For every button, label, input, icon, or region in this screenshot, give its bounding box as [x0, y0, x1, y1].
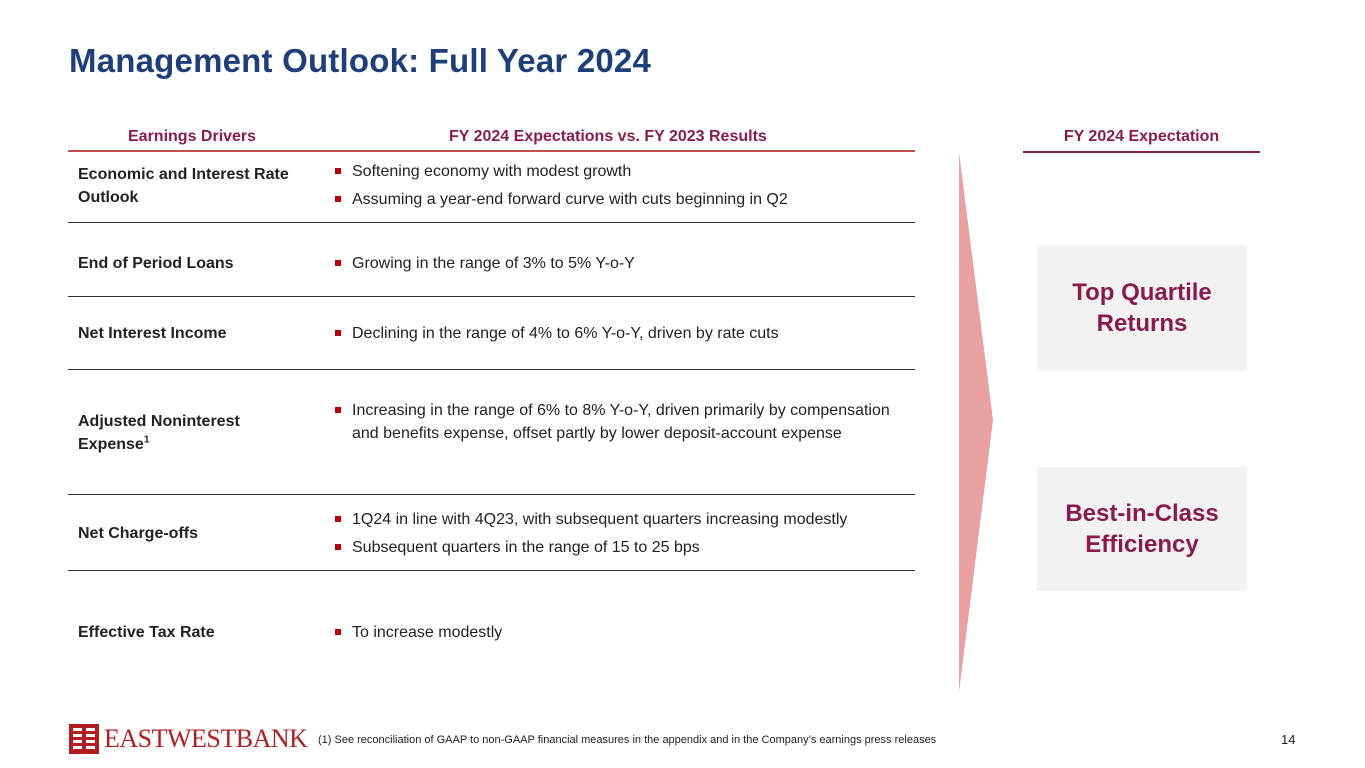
row-divider	[68, 222, 915, 223]
bank-emblem-icon	[69, 724, 99, 754]
row-divider	[68, 494, 915, 495]
footnote: (1) See reconciliation of GAAP to non-GA…	[318, 734, 937, 746]
expectations-header: FY 2024 Expectations vs. FY 2023 Results	[449, 128, 767, 145]
bullet-item: Increasing in the range of 6% to 8% Y-o-…	[334, 399, 894, 445]
chevron-arrow-fill	[959, 152, 993, 692]
bullet-item: To increase modestly	[334, 621, 894, 644]
driver-noninterest-expense: Adjusted Noninterest Expense1	[78, 410, 313, 456]
row-divider	[68, 296, 915, 297]
bullet-item: Assuming a year-end forward curve with c…	[334, 188, 894, 211]
earnings-drivers-header: Earnings Drivers	[128, 128, 257, 145]
driver-economic-outlook: Economic and Interest Rate Outlook	[78, 166, 289, 206]
page-title: Management Outlook: Full Year 2024	[69, 42, 652, 79]
bullets-loans: Growing in the range of 3% to 5% Y-o-Y	[334, 252, 894, 280]
expectation-header-rule	[1023, 151, 1260, 153]
bullet-item: 1Q24 in line with 4Q23, with subsequent …	[334, 508, 894, 531]
bullets-net-charge-offs: 1Q24 in line with 4Q23, with subsequent …	[334, 508, 894, 564]
page-number: 14	[1281, 732, 1296, 747]
bullets-effective-tax-rate: To increase modestly	[334, 621, 894, 649]
expectation-box-top-quartile: Top Quartile Returns	[1037, 246, 1247, 370]
footnote-marker: 1	[143, 434, 150, 446]
driver-loans: End of Period Loans	[78, 255, 234, 272]
expectation-box-label: Top Quartile Returns	[1072, 279, 1212, 337]
expectation-box-efficiency: Best-in-Class Efficiency	[1037, 467, 1247, 591]
row-divider	[68, 369, 915, 370]
chevron-arrow-shape	[959, 152, 993, 692]
expectation-box-label: Best-in-Class Efficiency	[1065, 500, 1219, 558]
header-rule	[68, 150, 915, 152]
bullets-net-interest-income: Declining in the range of 4% to 6% Y-o-Y…	[334, 322, 894, 350]
bullets-economic-outlook: Softening economy with modest growth Ass…	[334, 160, 894, 216]
driver-effective-tax-rate: Effective Tax Rate	[78, 624, 215, 641]
bullet-item: Growing in the range of 3% to 5% Y-o-Y	[334, 252, 894, 275]
logo-wordmark: EASTWESTBANK	[104, 724, 308, 753]
bullets-noninterest-expense: Increasing in the range of 6% to 8% Y-o-…	[334, 399, 894, 450]
eastwest-bank-logo: EASTWESTBANK	[69, 724, 308, 754]
driver-label: Adjusted Noninterest Expense	[78, 413, 240, 453]
driver-net-interest-income: Net Interest Income	[78, 325, 227, 342]
bullet-item: Declining in the range of 4% to 6% Y-o-Y…	[334, 322, 894, 345]
row-divider	[68, 570, 915, 571]
driver-net-charge-offs: Net Charge-offs	[78, 525, 199, 542]
expectation-header: FY 2024 Expectation	[1063, 128, 1220, 145]
bullet-item: Subsequent quarters in the range of 15 t…	[334, 536, 894, 559]
bullet-item: Softening economy with modest growth	[334, 160, 894, 183]
